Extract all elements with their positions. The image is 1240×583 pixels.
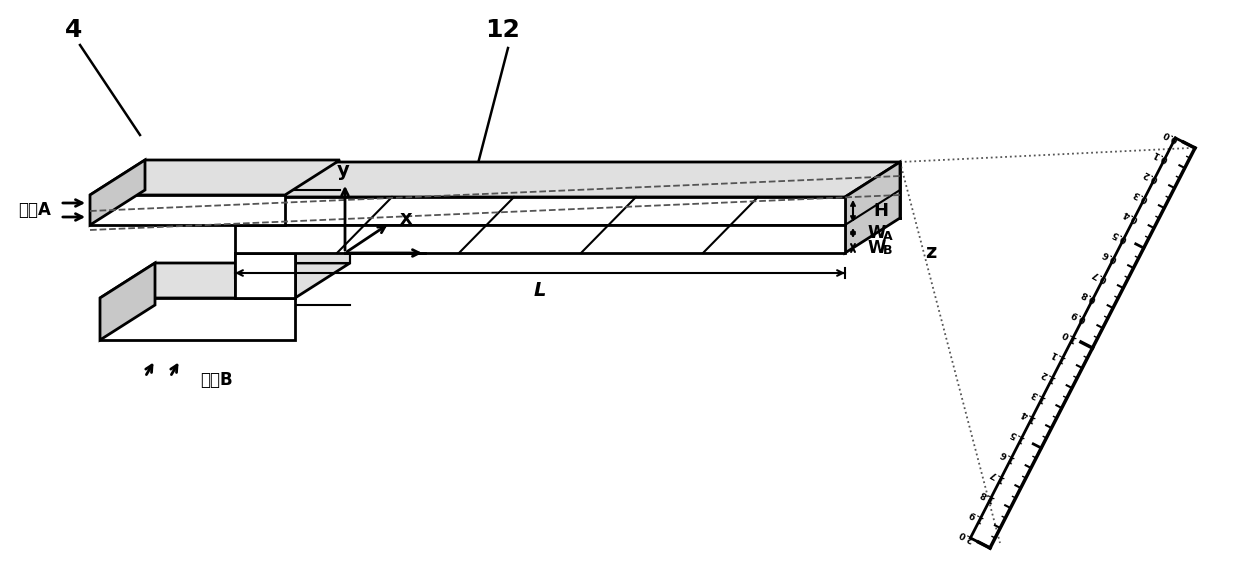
Polygon shape bbox=[236, 253, 295, 298]
Text: 4: 4 bbox=[64, 18, 82, 42]
Text: 1.3: 1.3 bbox=[1029, 388, 1047, 403]
Text: 1.0: 1.0 bbox=[1059, 328, 1078, 343]
Text: A: A bbox=[883, 230, 893, 243]
Text: 0.4: 0.4 bbox=[1121, 208, 1140, 223]
Text: 1.2: 1.2 bbox=[1039, 368, 1056, 383]
Text: 1.4: 1.4 bbox=[1018, 408, 1037, 423]
Polygon shape bbox=[91, 160, 340, 195]
Text: 0.2: 0.2 bbox=[1141, 168, 1159, 183]
Text: 1.7: 1.7 bbox=[987, 468, 1006, 483]
Polygon shape bbox=[236, 225, 844, 253]
Text: 0.9: 0.9 bbox=[1070, 308, 1087, 324]
Polygon shape bbox=[100, 263, 155, 340]
Text: y: y bbox=[336, 161, 350, 181]
Polygon shape bbox=[236, 197, 844, 225]
Polygon shape bbox=[100, 263, 350, 298]
Text: L: L bbox=[533, 282, 546, 300]
Text: W: W bbox=[867, 224, 885, 242]
Text: 1.1: 1.1 bbox=[1049, 348, 1068, 363]
Text: 0.6: 0.6 bbox=[1100, 248, 1118, 264]
Text: x: x bbox=[401, 209, 413, 227]
Text: 0.7: 0.7 bbox=[1090, 268, 1109, 283]
Text: 0.3: 0.3 bbox=[1131, 188, 1149, 203]
Text: 1.9: 1.9 bbox=[967, 508, 986, 524]
Text: W: W bbox=[867, 239, 885, 257]
Text: H: H bbox=[873, 202, 888, 220]
Text: 溶液B: 溶液B bbox=[200, 371, 233, 389]
Text: 0.0: 0.0 bbox=[1162, 128, 1180, 143]
Text: 2.0: 2.0 bbox=[957, 528, 975, 543]
Text: 1.5: 1.5 bbox=[1008, 428, 1027, 443]
Text: 0.8: 0.8 bbox=[1080, 288, 1099, 303]
Text: 12: 12 bbox=[485, 18, 520, 42]
Text: 1.8: 1.8 bbox=[977, 488, 996, 503]
Text: z: z bbox=[925, 244, 936, 262]
Text: 0.1: 0.1 bbox=[1152, 148, 1169, 163]
Polygon shape bbox=[236, 162, 900, 197]
Polygon shape bbox=[290, 218, 350, 263]
Polygon shape bbox=[91, 195, 285, 225]
Text: 溶液A: 溶液A bbox=[19, 201, 51, 219]
Text: 1.6: 1.6 bbox=[998, 448, 1016, 463]
Polygon shape bbox=[91, 160, 145, 225]
Text: B: B bbox=[883, 244, 893, 258]
Polygon shape bbox=[100, 298, 295, 340]
Polygon shape bbox=[844, 162, 900, 253]
Text: 0.5: 0.5 bbox=[1111, 228, 1128, 243]
